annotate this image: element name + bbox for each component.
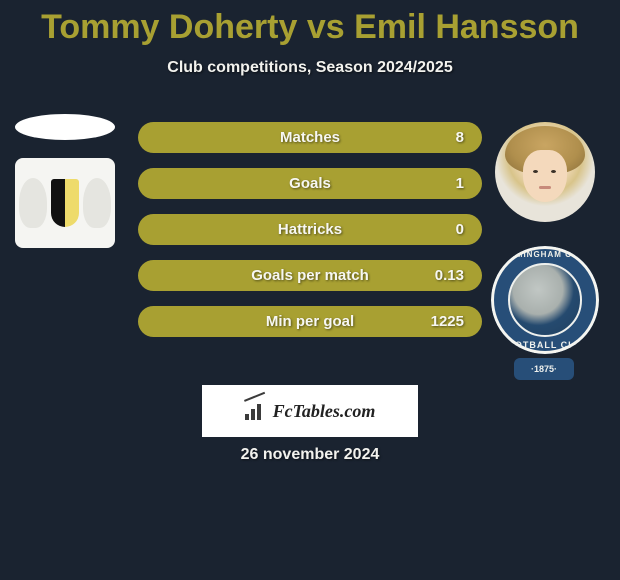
generation-date: 26 november 2024 [0, 446, 620, 464]
badge-circle: RMINGHAM CIT FOOTBALL CLUB [491, 246, 599, 354]
stat-row: Hattricks 0 [138, 214, 482, 245]
stat-bar-goals-per-match: Goals per match 0.13 [138, 260, 482, 291]
player-face [523, 150, 567, 202]
left-player-column [10, 114, 120, 248]
player-photo [495, 122, 595, 222]
comparison-card: Tommy Doherty vs Emil Hansson Club compe… [0, 0, 620, 580]
stat-bar-matches: Matches 8 [138, 122, 482, 153]
stat-row: Matches 8 [138, 122, 482, 153]
page-title: Tommy Doherty vs Emil Hansson [0, 0, 620, 47]
stat-row: Goals 1 [138, 168, 482, 199]
stat-label: Goals per match [251, 267, 369, 284]
stat-label: Goals [289, 175, 331, 192]
bar-chart-icon [245, 402, 267, 420]
stat-right-value: 0.13 [435, 267, 464, 284]
player-eye-left [533, 170, 538, 173]
crest-shield [51, 179, 79, 227]
badge-ribbon: ·1875· [514, 358, 574, 380]
stats-list: Matches 8 Goals 1 Hattricks 0 Goals per … [138, 122, 482, 352]
stat-bar-min-per-goal: Min per goal 1225 [138, 306, 482, 337]
left-ellipse-shape [15, 114, 115, 140]
badge-text-top: RMINGHAM CIT [491, 250, 599, 259]
stat-right-value: 1 [456, 175, 464, 192]
stat-right-value: 8 [456, 129, 464, 146]
stat-label: Min per goal [266, 313, 354, 330]
crest-wing-right [83, 178, 111, 228]
brand-label: FcTables.com [273, 401, 376, 422]
page-subtitle: Club competitions, Season 2024/2025 [0, 59, 620, 77]
stat-right-value: 1225 [431, 313, 464, 330]
badge-text-bottom: FOOTBALL CLUB [491, 340, 599, 350]
away-club-badge: RMINGHAM CIT FOOTBALL CLUB ·1875· [490, 246, 600, 376]
stat-row: Min per goal 1225 [138, 306, 482, 337]
crest-wing-left [19, 178, 47, 228]
stat-row: Goals per match 0.13 [138, 260, 482, 291]
home-club-crest [15, 158, 115, 248]
right-player-column: RMINGHAM CIT FOOTBALL CLUB ·1875· [490, 122, 600, 376]
stat-bar-goals: Goals 1 [138, 168, 482, 199]
player-mouth [539, 186, 551, 189]
player-eye-right [551, 170, 556, 173]
brand-box: FcTables.com [202, 385, 418, 437]
badge-ring [491, 246, 599, 354]
stat-label: Matches [280, 129, 340, 146]
stat-bar-hattricks: Hattricks 0 [138, 214, 482, 245]
stat-right-value: 0 [456, 221, 464, 238]
stat-label: Hattricks [278, 221, 342, 238]
